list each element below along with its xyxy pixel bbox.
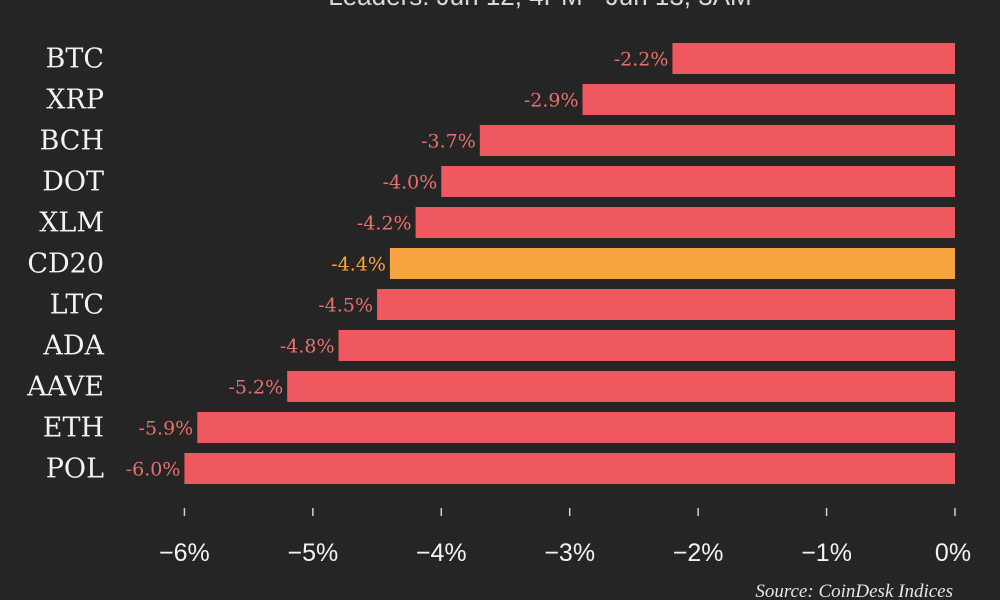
value-labels-group: -2.2% -2.9% -3.7% -4.0% -4.2% -4.4% -4.5% -4.8%… — [126, 49, 669, 481]
value-label-xlm: -4.2% — [357, 213, 412, 235]
value-label-ltc: -4.5% — [318, 295, 373, 317]
category-label-xrp: XRP — [46, 85, 104, 116]
category-label-btc: BTC — [45, 44, 104, 75]
x-tick-label: −6% — [159, 539, 210, 567]
bar-xlm — [415, 207, 955, 238]
value-label-pol: -6.0% — [126, 459, 181, 481]
category-label-ada: ADA — [42, 331, 104, 362]
x-tick-label: 0% — [935, 539, 971, 567]
x-tick-label: −3% — [544, 539, 595, 567]
category-label-cd20: CD20 — [27, 249, 104, 280]
category-labels-group: BTC XRP BCH DOT XLM CD20 LTC ADA AAVE ETH POL — [26, 44, 104, 485]
value-label-ada: -4.8% — [280, 336, 335, 358]
value-label-aave: -5.2% — [228, 377, 283, 399]
bar-pol — [184, 453, 955, 484]
x-tick-label: −2% — [673, 539, 724, 567]
chart-title: Leaders: Jun 12, 4PM - Jun 13, 3AM — [328, 0, 751, 11]
x-tick-label: −1% — [801, 539, 852, 567]
bar-bch — [479, 125, 955, 156]
x-axis: −6% −5% −4% −3% −2% −1% 0% — [159, 508, 971, 567]
source-note: Source: CoinDesk Indices — [755, 581, 953, 600]
x-tick-label: −4% — [416, 539, 467, 567]
bar-aave — [287, 371, 955, 402]
value-label-cd20: -4.4% — [331, 254, 386, 276]
value-label-btc: -2.2% — [614, 49, 669, 71]
value-label-eth: -5.9% — [139, 418, 194, 440]
category-label-ltc: LTC — [50, 290, 104, 321]
bar-cd20 — [389, 248, 956, 279]
value-label-bch: -3.7% — [421, 131, 476, 153]
bar-dot — [441, 166, 955, 197]
category-label-aave: AAVE — [26, 372, 104, 403]
category-label-bch: BCH — [39, 126, 104, 157]
bar-btc — [672, 43, 955, 74]
value-label-dot: -4.0% — [383, 172, 438, 194]
bars-group — [184, 43, 956, 484]
category-label-eth: ETH — [43, 413, 104, 444]
category-label-xlm: XLM — [39, 208, 104, 239]
bar-xrp — [582, 84, 955, 115]
bar-ltc — [377, 289, 955, 320]
value-label-xrp: -2.9% — [524, 90, 579, 112]
x-tick-label: −5% — [287, 539, 338, 567]
category-label-pol: POL — [46, 454, 104, 485]
bar-ada — [338, 330, 955, 361]
category-label-dot: DOT — [42, 167, 104, 198]
bar-eth — [197, 412, 955, 443]
